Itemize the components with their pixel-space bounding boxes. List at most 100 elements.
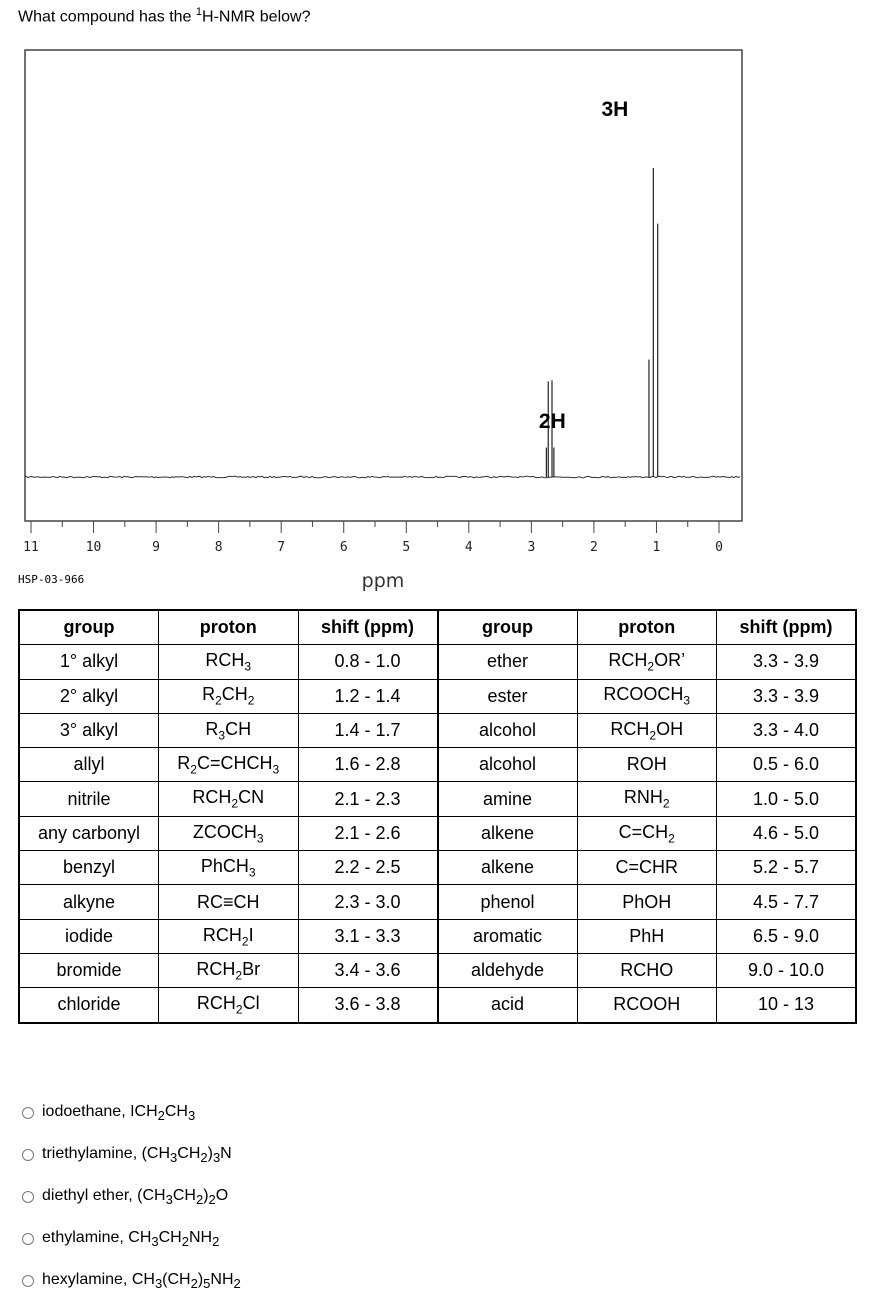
answer-option-label[interactable]: ethylamine, CH3CH2NH2 bbox=[42, 1229, 219, 1249]
text-part: NH bbox=[188, 1228, 213, 1246]
table-cell: 6.5 - 9.0 bbox=[716, 918, 857, 954]
x-tick-label: 11 bbox=[23, 540, 39, 555]
answer-option[interactable]: iodoethane, ICH2CH3 bbox=[22, 1092, 241, 1134]
subscript: 3 bbox=[218, 728, 226, 743]
table-cell: 2° alkyl bbox=[18, 678, 159, 714]
subscript: 3 bbox=[165, 1192, 173, 1208]
subscript: 5 bbox=[203, 1276, 211, 1292]
text-part: 3.3 - 3.9 bbox=[752, 685, 820, 706]
text-part: phenol bbox=[480, 891, 535, 912]
table-row: bromide RCH2Br 3.4 - 3.6 aldehyde RCHO 9.0 - … bbox=[18, 952, 857, 989]
text-part: R bbox=[177, 753, 191, 774]
text-part: chloride bbox=[57, 994, 121, 1015]
table-cell: aldehyde bbox=[436, 952, 578, 989]
radio-button[interactable] bbox=[22, 1149, 34, 1161]
table-row: allyl R2C=CHCH3 1.6 - 2.8 alcohol ROH 0.5 - 6… bbox=[18, 747, 857, 783]
text-part: Cl bbox=[242, 993, 260, 1014]
table-row: any carbonyl ZCOCH3 2.1 - 2.6 alkene C=CH2 4.… bbox=[18, 815, 857, 852]
table-cell: 3.4 - 3.6 bbox=[297, 952, 438, 989]
table-cell: 4.5 - 7.7 bbox=[716, 884, 857, 920]
table-cell: RCOOCH3 bbox=[576, 678, 717, 714]
text-part: ) bbox=[197, 1270, 204, 1288]
text-part: PhOH bbox=[622, 891, 672, 912]
table-cell: iodide bbox=[18, 918, 159, 954]
subscript: 2 bbox=[208, 1192, 216, 1208]
text-part: RCH bbox=[196, 993, 236, 1014]
subscript: 2 bbox=[157, 1108, 165, 1124]
table-cell: benzyl bbox=[18, 850, 159, 886]
subscript: 2 bbox=[212, 1234, 220, 1250]
text-part: iodoethane, ICH bbox=[42, 1102, 158, 1120]
table-cell: PhCH3 bbox=[158, 850, 299, 886]
text-part: 3° alkyl bbox=[59, 720, 119, 741]
table-cell: ZCOCH3 bbox=[158, 815, 299, 852]
table-cell: R2CH2 bbox=[158, 678, 299, 714]
text-part: iodide bbox=[64, 925, 114, 946]
radio-button[interactable] bbox=[22, 1233, 34, 1245]
text-part: CH bbox=[221, 684, 248, 705]
answer-option[interactable]: diethyl ether, (CH3CH2)2O bbox=[22, 1176, 241, 1218]
text-part: ) bbox=[207, 1144, 213, 1162]
text-part: amine bbox=[482, 788, 533, 809]
text-part: ZCOCH bbox=[192, 821, 257, 842]
text-part: C=CHR bbox=[615, 857, 678, 878]
table-cell: PhOH bbox=[576, 884, 717, 920]
subscript: 2 bbox=[235, 1002, 243, 1017]
text-part: 6.5 - 9.0 bbox=[752, 925, 820, 946]
table-cell: RCH2Cl bbox=[158, 987, 299, 1024]
text-part: RCH bbox=[202, 924, 242, 945]
subscript: 3 bbox=[244, 659, 252, 674]
subscript: 3 bbox=[256, 831, 264, 846]
text-part: NH bbox=[210, 1270, 234, 1288]
text-part: allyl bbox=[73, 754, 105, 775]
integration-label: 2H bbox=[539, 410, 566, 433]
subscript: 3 bbox=[212, 1150, 221, 1166]
text-part: OR’ bbox=[654, 650, 686, 671]
text-part: 9.0 - 10.0 bbox=[747, 960, 825, 981]
text-part: R bbox=[205, 718, 219, 739]
table-cell: 1.6 - 2.8 bbox=[297, 747, 438, 783]
text-part: alkene bbox=[480, 857, 535, 878]
answer-options: iodoethane, ICH2CH3 triethylamine, (CH3CH… bbox=[22, 1092, 241, 1302]
answer-option-label[interactable]: hexylamine, CH3(CH2)5NH2 bbox=[42, 1271, 241, 1291]
answer-option-label[interactable]: iodoethane, ICH2CH3 bbox=[42, 1103, 195, 1123]
text-part: 2° alkyl bbox=[59, 685, 119, 706]
subscript: 3 bbox=[272, 762, 280, 777]
subscript: 3 bbox=[187, 1108, 196, 1124]
text-part: RCH bbox=[205, 650, 245, 671]
subscript: 2 bbox=[231, 796, 239, 811]
table-cell: 0.8 - 1.0 bbox=[297, 644, 438, 680]
answer-option-label[interactable]: triethylamine, (CH3CH2)3N bbox=[42, 1145, 232, 1165]
table-cell: RCH2I bbox=[158, 918, 299, 954]
text-part: triethylamine, (CH bbox=[42, 1144, 171, 1162]
table-cell: R2C=CHCH3 bbox=[158, 747, 299, 783]
spectrum-peaks-group bbox=[545, 168, 659, 477]
table-cell: 4.6 - 5.0 bbox=[716, 815, 857, 852]
radio-button[interactable] bbox=[22, 1191, 34, 1203]
text-part: PhH bbox=[629, 925, 665, 946]
answer-option[interactable]: triethylamine, (CH3CH2)3N bbox=[22, 1134, 241, 1176]
radio-button[interactable] bbox=[22, 1275, 34, 1287]
table-cell: RCH2Br bbox=[158, 952, 299, 989]
table-cell: bromide bbox=[18, 952, 159, 989]
text-part: aldehyde bbox=[470, 960, 545, 981]
subscript: 2 bbox=[235, 968, 243, 983]
x-tick-label: 10 bbox=[86, 540, 102, 555]
answer-option-label[interactable]: diethyl ether, (CH3CH2)2O bbox=[42, 1187, 228, 1207]
table-row: benzyl PhCH3 2.2 - 2.5 alkene C=CHR 5.2 - 5.7 bbox=[18, 850, 857, 886]
radio-button[interactable] bbox=[22, 1107, 34, 1119]
answer-option[interactable]: ethylamine, CH3CH2NH2 bbox=[22, 1218, 241, 1260]
table-cell: 3.3 - 3.9 bbox=[716, 678, 857, 714]
table-cell: 9.0 - 10.0 bbox=[716, 952, 857, 989]
spectrum-baseline bbox=[25, 475, 741, 479]
subscript: 2 bbox=[190, 1276, 198, 1292]
text-part: ester bbox=[487, 685, 528, 706]
text-part: 2.1 - 2.3 bbox=[334, 788, 401, 809]
text-part: ethylamine, CH bbox=[42, 1228, 152, 1246]
table-header-cell: group bbox=[18, 609, 159, 646]
table-cell: alkyne bbox=[18, 884, 159, 920]
table-cell: 2.1 - 2.3 bbox=[297, 781, 438, 817]
text-part: 3.3 - 4.0 bbox=[752, 720, 820, 741]
text-part: C=CH bbox=[618, 821, 669, 842]
answer-option[interactable]: hexylamine, CH3(CH2)5NH2 bbox=[22, 1260, 241, 1302]
